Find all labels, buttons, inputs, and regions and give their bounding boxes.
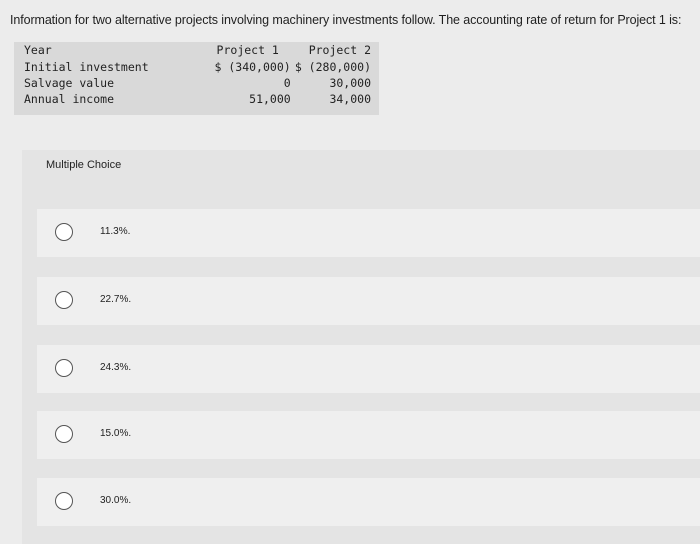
header-year: Year — [24, 43, 52, 57]
project-1-value: 51,000 — [249, 92, 291, 106]
project-data-table: Year Project 1 Project 2 Initial investm… — [14, 42, 379, 115]
answer-option-3[interactable]: 24.3%. — [37, 345, 700, 393]
radio-button[interactable] — [55, 425, 73, 443]
row-label: Salvage value — [24, 76, 115, 90]
answer-option-label: 11.3%. — [100, 226, 131, 237]
table-header-row: Year Project 1 Project 2 — [14, 42, 379, 59]
radio-button[interactable] — [55, 359, 73, 377]
row-label: Annual income — [24, 92, 115, 106]
header-project-1: Project 1 — [216, 43, 279, 57]
header-project-2: Project 2 — [308, 43, 371, 57]
answer-option-5[interactable]: 30.0%. — [37, 478, 700, 526]
project-1-value: 0 — [283, 76, 291, 90]
project-2-value: 34,000 — [329, 92, 371, 106]
table-row: Initial investment $ (340,000) $ (280,00… — [14, 59, 379, 75]
multiple-choice-header: Multiple Choice — [46, 159, 122, 171]
table-row: Annual income 51,000 34,000 — [14, 91, 379, 107]
answer-option-label: 22.7%. — [100, 294, 132, 305]
answer-option-label: 24.3%. — [100, 362, 132, 373]
answer-option-4[interactable]: 15.0%. — [37, 411, 700, 459]
radio-button[interactable] — [55, 223, 73, 241]
table-row: Salvage value 0 30,000 — [14, 75, 379, 91]
multiple-choice-panel: Multiple Choice 11.3%. 22.7%. 24.3%. 15.… — [22, 150, 700, 544]
project-2-value: $ (280,000) — [294, 60, 371, 74]
radio-button[interactable] — [55, 291, 73, 309]
project-1-value: $ (340,000) — [214, 60, 291, 74]
question-text: Information for two alternative projects… — [10, 13, 682, 27]
answer-option-2[interactable]: 22.7%. — [37, 277, 700, 325]
project-2-value: 30,000 — [329, 76, 371, 90]
answer-option-label: 30.0%. — [100, 495, 132, 506]
answer-option-label: 15.0%. — [100, 428, 132, 439]
answer-option-1[interactable]: 11.3%. — [37, 209, 700, 257]
row-label: Initial investment — [24, 60, 149, 74]
radio-button[interactable] — [55, 492, 73, 510]
